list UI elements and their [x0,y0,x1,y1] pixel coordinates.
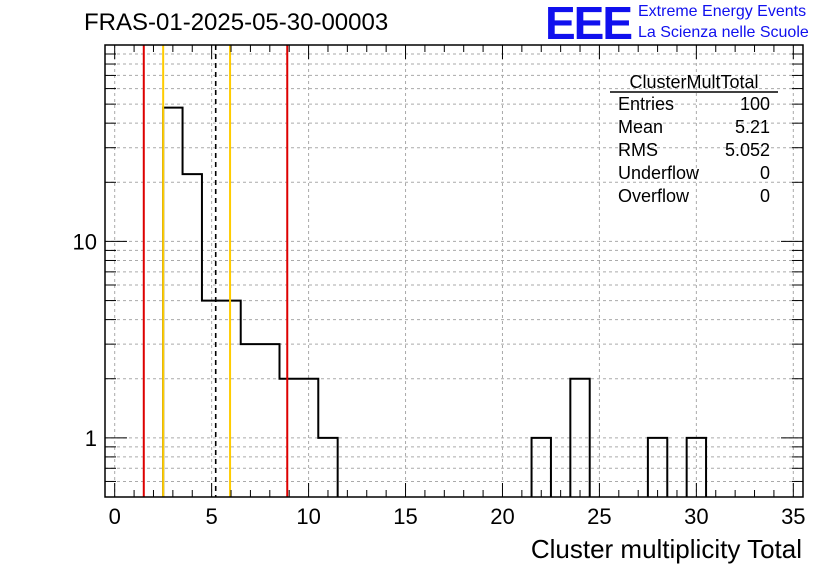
stats-title: ClusterMultTotal [629,72,758,92]
marker-lines [142,45,289,497]
eee-logo: EEE [545,0,633,49]
logo-caption-line2: La Scienza nelle Scuole [638,24,809,41]
y-tick-label: 10 [73,229,97,254]
stats-label: Entries [618,94,674,114]
stats-label: Mean [618,117,663,137]
stats-label: RMS [618,140,658,160]
logo-caption-line1: Extreme Energy Events [638,3,807,20]
plot-title: FRAS-01-2025-05-30-00003 [84,9,389,36]
x-tick-label: 5 [206,504,218,529]
histogram-bar [241,344,260,497]
stats-value: 5.21 [735,117,770,137]
stats-label: Underflow [618,163,700,183]
histogram-bar [163,108,182,497]
histogram-series [162,106,708,497]
histogram-bar [280,379,299,497]
stats-label: Overflow [618,186,690,206]
grid [105,45,803,497]
x-tick-label: 0 [109,504,121,529]
plot-frame [104,44,804,498]
histogram-outline [162,106,708,497]
x-tick-label: 20 [490,504,514,529]
y-tick-label: 1 [85,426,97,451]
stats-value: 0 [760,163,770,183]
stats-value: 100 [740,94,770,114]
x-tick-label: 15 [393,504,417,529]
histogram-bar [532,438,551,497]
x-tick-label: 25 [587,504,611,529]
stats-value: 5.052 [725,140,770,160]
x-tick-label: 30 [684,504,708,529]
stats-box: ClusterMultTotal Entries 100 Mean 5.21 RMS 5.… [610,72,778,206]
axes: 0 5 10 15 20 25 30 35 1 10 [73,44,806,529]
x-axis-label: Cluster multiplicity Total [530,534,802,564]
histogram-bar [260,344,279,497]
histogram-bar [183,174,202,497]
x-tick-label: 35 [781,504,805,529]
x-tick-label: 10 [296,504,320,529]
stats-value: 0 [760,186,770,206]
